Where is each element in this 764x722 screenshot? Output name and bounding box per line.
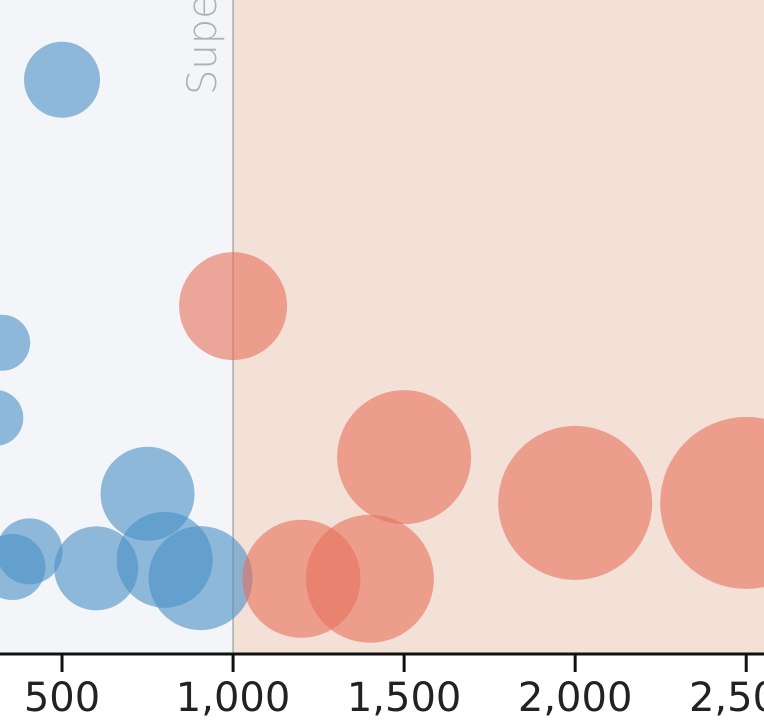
bubble — [337, 390, 472, 525]
bubble — [660, 416, 764, 589]
bubble — [0, 390, 24, 446]
x-tick-label: 2,500 — [689, 675, 764, 721]
x-tick-label: 1,000 — [176, 675, 291, 721]
bubble — [148, 526, 253, 631]
bubble — [498, 425, 653, 580]
x-tick-label: 2,000 — [518, 675, 633, 721]
x-tick-label: 500 — [24, 675, 100, 721]
threshold-label: Supe — [180, 0, 226, 95]
bubble — [0, 534, 46, 601]
bubble — [0, 314, 31, 371]
bubble — [179, 252, 288, 361]
bubble — [24, 41, 101, 118]
bubble — [305, 514, 434, 643]
x-tick-label: 1,500 — [347, 675, 462, 721]
x-axis: 500 1,000 1,500 2,000 2,500 — [0, 652, 764, 721]
bubble — [54, 526, 139, 611]
plot — [0, 41, 764, 643]
